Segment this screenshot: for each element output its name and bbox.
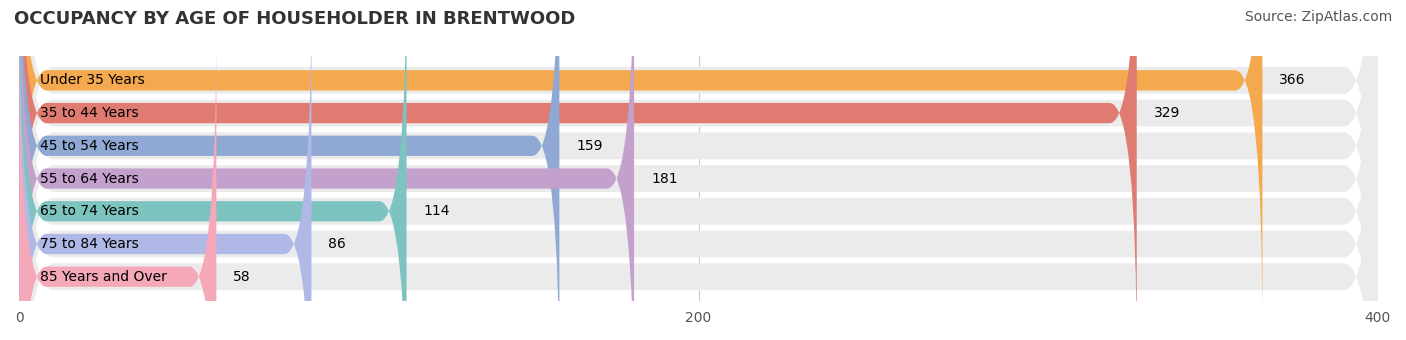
FancyBboxPatch shape <box>20 0 1263 332</box>
FancyBboxPatch shape <box>20 0 1378 340</box>
FancyBboxPatch shape <box>20 0 1136 340</box>
FancyBboxPatch shape <box>20 25 217 340</box>
Text: 114: 114 <box>423 204 450 218</box>
Text: 35 to 44 Years: 35 to 44 Years <box>39 106 138 120</box>
FancyBboxPatch shape <box>20 0 1378 340</box>
Text: 159: 159 <box>576 139 603 153</box>
Text: 181: 181 <box>651 172 678 186</box>
Text: 85 Years and Over: 85 Years and Over <box>39 270 167 284</box>
FancyBboxPatch shape <box>20 0 1378 340</box>
FancyBboxPatch shape <box>20 0 1378 340</box>
Text: 65 to 74 Years: 65 to 74 Years <box>39 204 139 218</box>
FancyBboxPatch shape <box>20 0 560 340</box>
Text: 75 to 84 Years: 75 to 84 Years <box>39 237 139 251</box>
Text: 55 to 64 Years: 55 to 64 Years <box>39 172 139 186</box>
Text: Source: ZipAtlas.com: Source: ZipAtlas.com <box>1244 10 1392 24</box>
Text: 86: 86 <box>329 237 346 251</box>
FancyBboxPatch shape <box>20 0 312 340</box>
Text: Under 35 Years: Under 35 Years <box>39 73 145 87</box>
Text: 58: 58 <box>233 270 250 284</box>
FancyBboxPatch shape <box>20 0 1378 340</box>
FancyBboxPatch shape <box>20 0 634 340</box>
Text: 45 to 54 Years: 45 to 54 Years <box>39 139 138 153</box>
FancyBboxPatch shape <box>20 0 406 340</box>
FancyBboxPatch shape <box>20 0 1378 340</box>
FancyBboxPatch shape <box>20 0 1378 340</box>
Text: OCCUPANCY BY AGE OF HOUSEHOLDER IN BRENTWOOD: OCCUPANCY BY AGE OF HOUSEHOLDER IN BRENT… <box>14 10 575 28</box>
Text: 329: 329 <box>1154 106 1180 120</box>
Text: 366: 366 <box>1279 73 1306 87</box>
